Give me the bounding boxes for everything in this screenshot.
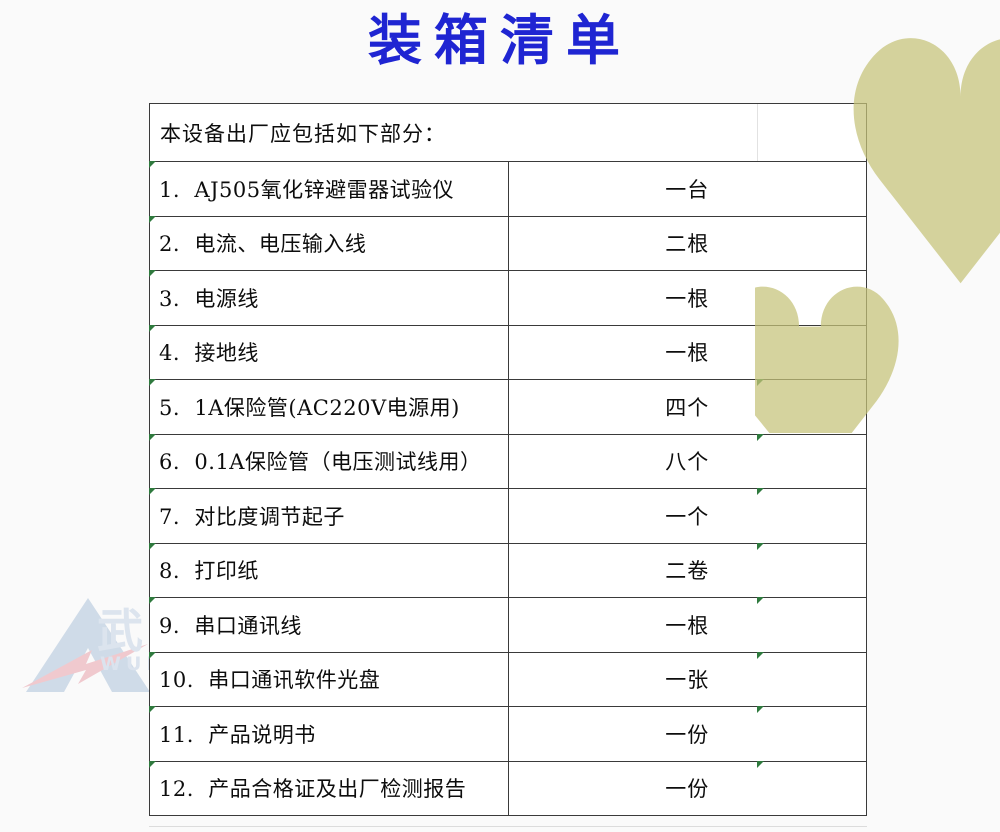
- table-row: 2. 电流、电压输入线 二根: [149, 215, 867, 271]
- item-label: 6. 0.1A保险管（电压测试线用）: [149, 433, 509, 489]
- table-row: 10. 串口通讯软件光盘 一张: [149, 651, 867, 707]
- item-name: 打印纸: [194, 559, 259, 584]
- item-number: 7.: [159, 504, 181, 529]
- table-row: 3. 电源线 一根: [149, 270, 867, 326]
- item-number: 11.: [159, 722, 194, 747]
- item-label: 1. AJ505氧化锌避雷器试验仪: [149, 161, 509, 217]
- table-row: 7. 对比度调节起子 一个: [149, 488, 867, 544]
- item-label: 2. 电流、电压输入线: [149, 215, 509, 271]
- table-row: 12. 产品合格证及出厂检测报告 一份: [149, 760, 867, 816]
- item-number: 10.: [159, 668, 194, 693]
- item-number: 8.: [159, 559, 181, 584]
- item-quantity: 一台: [507, 161, 867, 217]
- packing-list-table: 本设备出厂应包括如下部分： 1. AJ505氧化锌避雷器试验仪 一台 2. 电流…: [149, 103, 867, 816]
- item-name: 产品说明书: [208, 722, 316, 747]
- item-quantity: 一张: [507, 651, 867, 707]
- table-bottom-ghost-line: [149, 826, 867, 827]
- item-label: 12. 产品合格证及出厂检测报告: [149, 760, 509, 816]
- item-quantity: 一个: [507, 488, 867, 544]
- table-header-row: 本设备出厂应包括如下部分：: [149, 103, 867, 162]
- item-number: 5.: [159, 395, 181, 420]
- table-header-text: 本设备出厂应包括如下部分：: [149, 103, 867, 162]
- table-row: 4. 接地线 一根: [149, 324, 867, 380]
- item-quantity: 一份: [507, 706, 867, 762]
- item-number: 4.: [159, 341, 181, 366]
- item-label: 7. 对比度调节起子: [149, 488, 509, 544]
- item-label: 3. 电源线: [149, 270, 509, 326]
- item-number: 2.: [159, 232, 181, 257]
- item-name: 串口通讯线: [194, 613, 302, 638]
- item-label: 10. 串口通讯软件光盘: [149, 651, 509, 707]
- item-name: 产品合格证及出厂检测报告: [208, 777, 467, 802]
- table-row: 8. 打印纸 二卷: [149, 542, 867, 598]
- item-name: 电流、电压输入线: [194, 232, 367, 257]
- item-quantity: 一根: [507, 324, 867, 380]
- item-name: AJ505氧化锌避雷器试验仪: [194, 177, 455, 202]
- table-row: 1. AJ505氧化锌避雷器试验仪 一台: [149, 161, 867, 217]
- table-row: 5. 1A保险管(AC220V电源用) 四个: [149, 379, 867, 435]
- watermark-chinese-word: 武: [97, 604, 145, 658]
- item-number: 12.: [159, 777, 194, 802]
- item-name: 1A保险管(AC220V电源用): [194, 395, 460, 420]
- item-quantity: 一根: [507, 270, 867, 326]
- packing-list-table-wrapper: 本设备出厂应包括如下部分： 1. AJ505氧化锌避雷器试验仪 一台 2. 电流…: [149, 103, 867, 816]
- item-label: 8. 打印纸: [149, 542, 509, 598]
- item-label: 5. 1A保险管(AC220V电源用): [149, 379, 509, 435]
- item-quantity: 四个: [507, 379, 867, 435]
- item-label: 9. 串口通讯线: [149, 597, 509, 653]
- item-number: 1.: [159, 177, 181, 202]
- item-label: 11. 产品说明书: [149, 706, 509, 762]
- item-quantity: 一份: [507, 760, 867, 816]
- table-row: 9. 串口通讯线 一根: [149, 597, 867, 653]
- item-name: 0.1A保险管（电压测试线用）: [194, 450, 482, 475]
- item-name: 串口通讯软件光盘: [208, 668, 381, 693]
- item-quantity: 一根: [507, 597, 867, 653]
- item-name: 接地线: [194, 341, 259, 366]
- item-name: 对比度调节起子: [194, 504, 345, 529]
- table-row: 11. 产品说明书 一份: [149, 706, 867, 762]
- item-number: 6.: [159, 450, 181, 475]
- item-label: 4. 接地线: [149, 324, 509, 380]
- packing-list-table-body: 本设备出厂应包括如下部分： 1. AJ505氧化锌避雷器试验仪 一台 2. 电流…: [149, 103, 867, 816]
- item-quantity: 二根: [507, 215, 867, 271]
- item-quantity: 八个: [507, 433, 867, 489]
- table-row: 6. 0.1A保险管（电压测试线用） 八个: [149, 433, 867, 489]
- page-title: 装箱清单: [368, 8, 632, 72]
- item-name: 电源线: [194, 286, 259, 311]
- item-number: 9.: [159, 613, 181, 638]
- item-number: 3.: [159, 286, 181, 311]
- item-quantity: 二卷: [507, 542, 867, 598]
